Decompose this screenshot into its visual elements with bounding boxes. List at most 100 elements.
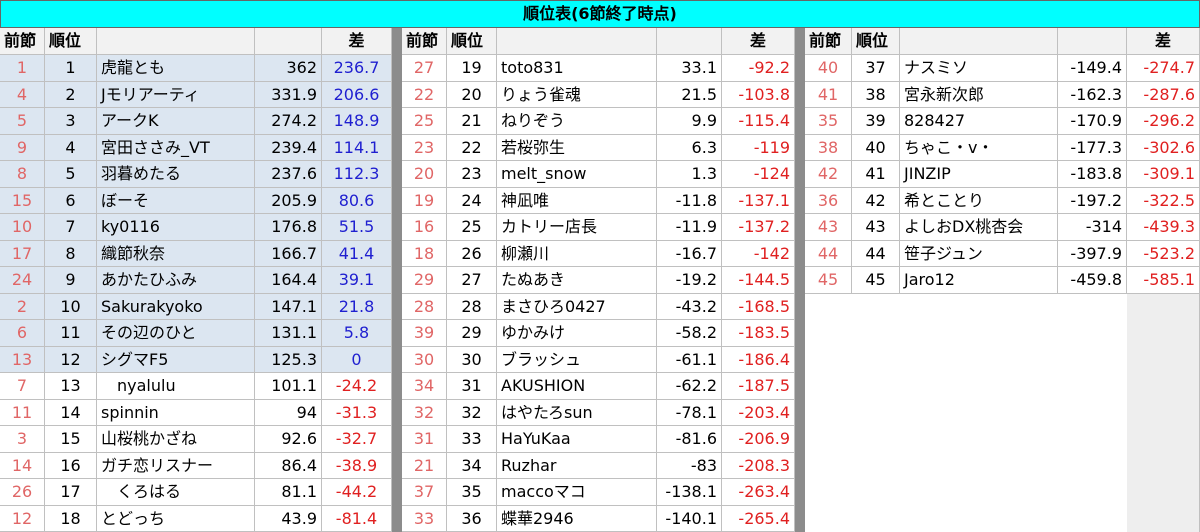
rank: 35 — [447, 479, 497, 506]
rank: 44 — [852, 240, 900, 267]
points: 81.1 — [255, 479, 322, 506]
point-diff: -206.9 — [722, 426, 795, 453]
point-diff: -31.3 — [322, 399, 392, 426]
prev-rank: 24 — [0, 267, 45, 294]
rank: 39 — [852, 108, 900, 135]
points: 176.8 — [255, 214, 322, 241]
prev-rank: 11 — [0, 399, 45, 426]
empty-cell — [1127, 293, 1200, 320]
player-name: toto831 — [497, 55, 657, 82]
header-diff: 差 — [1127, 28, 1200, 55]
player-name: melt_snow — [497, 161, 657, 188]
prev-rank: 26 — [0, 479, 45, 506]
point-diff: -144.5 — [722, 267, 795, 294]
points: -138.1 — [657, 479, 722, 506]
prev-rank: 17 — [0, 240, 45, 267]
empty-cell — [1127, 426, 1200, 453]
points: -11.9 — [657, 214, 722, 241]
player-name: ガチ恋リスナー — [97, 452, 255, 479]
rank: 2 — [45, 81, 97, 108]
prev-rank: 13 — [0, 346, 45, 373]
point-diff: 80.6 — [322, 187, 392, 214]
panel-separator — [392, 28, 402, 532]
prev-rank: 20 — [402, 161, 447, 188]
points: -83 — [657, 452, 722, 479]
points: 92.6 — [255, 426, 322, 453]
player-name: 希とことり — [900, 187, 1058, 214]
rank: 4 — [45, 134, 97, 161]
points: -81.6 — [657, 426, 722, 453]
point-diff: 51.5 — [322, 214, 392, 241]
prev-rank: 19 — [402, 187, 447, 214]
prev-rank: 29 — [402, 267, 447, 294]
rank: 22 — [447, 134, 497, 161]
player-name: まさひろ0427 — [497, 293, 657, 320]
points: 362 — [255, 55, 322, 82]
prev-rank: 1 — [0, 55, 45, 82]
prev-rank: 35 — [805, 108, 852, 135]
empty-cell — [1127, 399, 1200, 426]
player-name: AKUSHION — [497, 373, 657, 400]
point-diff: -142 — [722, 240, 795, 267]
player-name: よしおDX桃杏会 — [900, 214, 1058, 241]
points: -459.8 — [1058, 267, 1127, 294]
point-diff: -186.4 — [722, 346, 795, 373]
prev-rank: 25 — [402, 108, 447, 135]
point-diff: -208.3 — [722, 452, 795, 479]
points: 101.1 — [255, 373, 322, 400]
player-name: maccoマコ — [497, 479, 657, 506]
rank: 7 — [45, 214, 97, 241]
point-diff: 206.6 — [322, 81, 392, 108]
rank: 32 — [447, 399, 497, 426]
rank: 9 — [45, 267, 97, 294]
empty-cell — [805, 506, 1127, 532]
point-diff: 0 — [322, 346, 392, 373]
header-blank — [97, 28, 255, 55]
header-rank: 順位 — [447, 28, 497, 55]
player-name: Jモリアーティ — [97, 81, 255, 108]
rank: 36 — [447, 505, 497, 532]
player-name: ねりぞう — [497, 108, 657, 135]
point-diff: -523.2 — [1127, 240, 1200, 267]
player-name: 柳瀬川 — [497, 240, 657, 267]
points: -177.3 — [1058, 134, 1127, 161]
points: 1.3 — [657, 161, 722, 188]
player-name: 羽暮めたる — [97, 161, 255, 188]
points: 274.2 — [255, 108, 322, 135]
empty-cell — [1127, 346, 1200, 373]
rank: 31 — [447, 373, 497, 400]
player-name: はやたろsun — [497, 399, 657, 426]
rank: 33 — [447, 426, 497, 453]
point-diff: -302.6 — [1127, 134, 1200, 161]
empty-cell — [805, 479, 1127, 506]
player-name: あかたひふみ — [97, 267, 255, 294]
prev-rank: 6 — [0, 320, 45, 347]
point-diff: -92.2 — [722, 55, 795, 82]
empty-cell — [805, 320, 1127, 347]
empty-cell — [805, 426, 1127, 453]
header-diff: 差 — [722, 28, 795, 55]
prev-rank: 39 — [402, 320, 447, 347]
player-name: JINZIP — [900, 161, 1058, 188]
rank: 11 — [45, 320, 97, 347]
header-blank — [900, 28, 1058, 55]
points: 43.9 — [255, 505, 322, 532]
point-diff: -309.1 — [1127, 161, 1200, 188]
player-name: たぬあき — [497, 267, 657, 294]
rank: 40 — [852, 134, 900, 161]
rank: 43 — [852, 214, 900, 241]
point-diff: 112.3 — [322, 161, 392, 188]
points: -162.3 — [1058, 81, 1127, 108]
player-name: アークK — [97, 108, 255, 135]
points: -62.2 — [657, 373, 722, 400]
rank: 13 — [45, 373, 97, 400]
rank: 20 — [447, 81, 497, 108]
rank: 5 — [45, 161, 97, 188]
header-blank — [497, 28, 657, 55]
prev-rank: 10 — [0, 214, 45, 241]
points: -170.9 — [1058, 108, 1127, 135]
prev-rank: 45 — [805, 267, 852, 294]
empty-cell — [805, 400, 1127, 427]
empty-cell — [805, 294, 1127, 321]
point-diff: -187.5 — [722, 373, 795, 400]
